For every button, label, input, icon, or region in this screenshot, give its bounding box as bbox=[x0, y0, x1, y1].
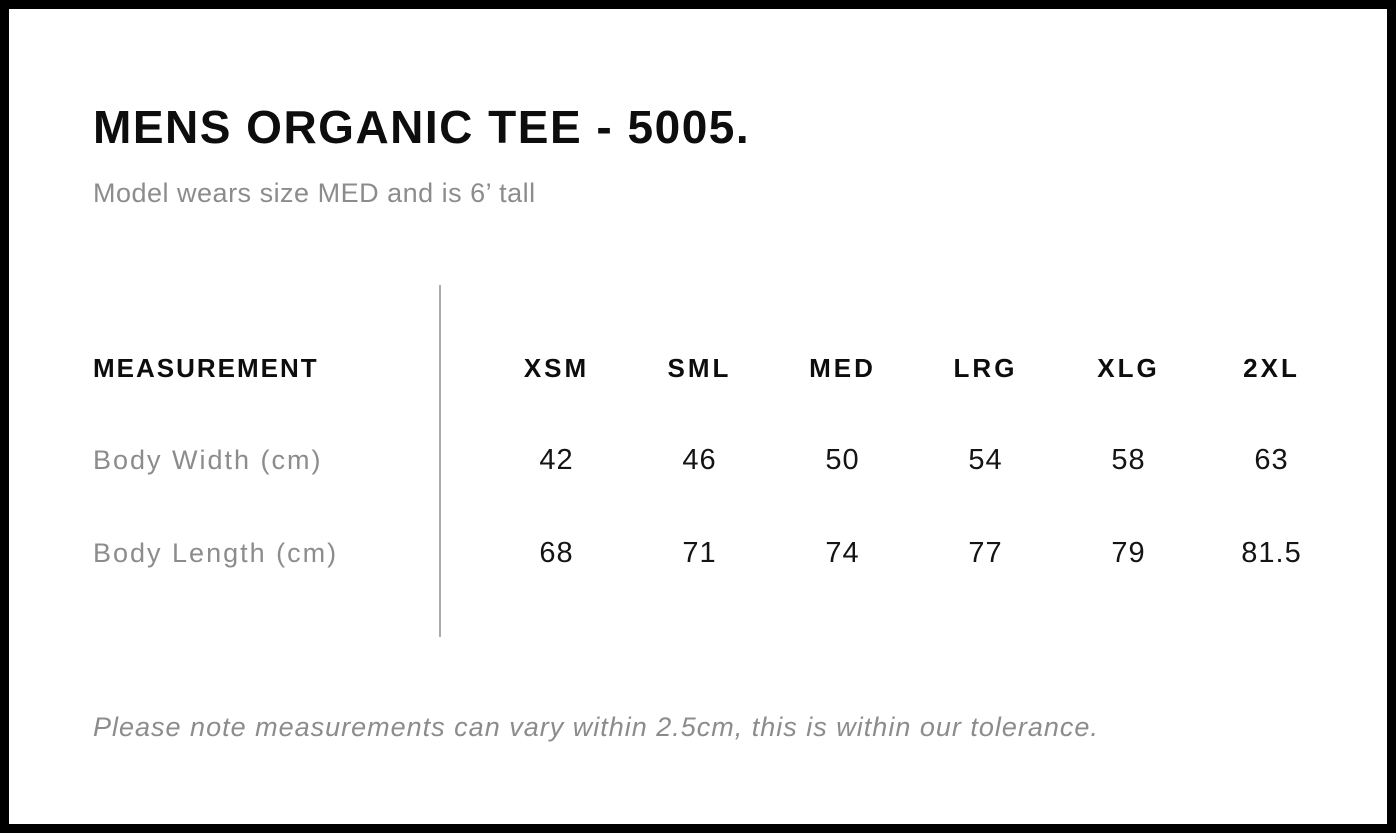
body-length-value-lrg: 77 bbox=[968, 537, 1003, 569]
body-length-value-xlg: 79 bbox=[1111, 537, 1146, 569]
size-column-header-sml: SML bbox=[667, 352, 732, 383]
measurement-column-header: MEASUREMENT bbox=[93, 352, 319, 383]
tolerance-note: Please note measurements can vary within… bbox=[93, 712, 1099, 742]
model-size-note: Model wears size MED and is 6’ tall bbox=[93, 178, 536, 208]
size-column-header-2xl: 2XL bbox=[1243, 352, 1300, 383]
body-width-value-sml: 46 bbox=[682, 444, 717, 476]
table-divider-line bbox=[439, 285, 441, 637]
body-length-value-med: 74 bbox=[825, 537, 860, 569]
size-column-header-med: MED bbox=[809, 352, 876, 383]
table-row-body-width: Body Width (cm) 42 46 50 54 58 63 bbox=[93, 414, 1343, 507]
size-table: MEASUREMENT XSM SML MED LRG XLG 2XL Body… bbox=[93, 321, 1343, 600]
row-label-body-length: Body Length (cm) bbox=[93, 538, 339, 568]
table-row-body-length: Body Length (cm) 68 71 74 77 79 81.5 bbox=[93, 507, 1343, 600]
body-length-value-sml: 71 bbox=[682, 537, 717, 569]
body-width-value-xlg: 58 bbox=[1111, 444, 1146, 476]
body-width-value-med: 50 bbox=[825, 444, 860, 476]
size-column-header-xsm: XSM bbox=[523, 352, 590, 383]
row-label-body-width: Body Width (cm) bbox=[93, 445, 323, 475]
product-title: MENS ORGANIC TEE - 5005. bbox=[93, 101, 751, 153]
body-width-value-2xl: 63 bbox=[1254, 444, 1289, 476]
size-column-header-xlg: XLG bbox=[1097, 352, 1160, 383]
body-length-value-xsm: 68 bbox=[539, 537, 574, 569]
body-width-value-lrg: 54 bbox=[968, 444, 1003, 476]
body-width-value-xsm: 42 bbox=[539, 444, 574, 476]
size-table-header-row: MEASUREMENT XSM SML MED LRG XLG 2XL bbox=[93, 321, 1343, 414]
body-length-value-2xl: 81.5 bbox=[1241, 537, 1302, 569]
size-column-header-lrg: LRG bbox=[953, 352, 1018, 383]
